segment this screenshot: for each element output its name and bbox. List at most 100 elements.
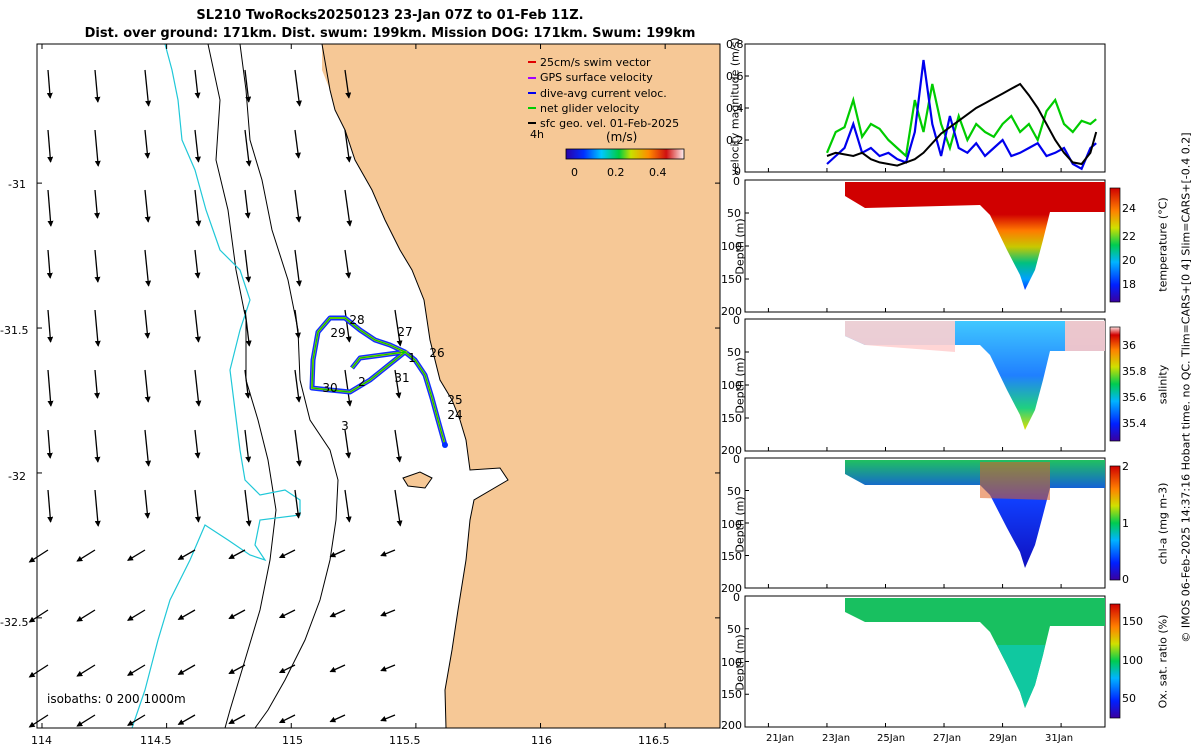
chl-ytick-2: 100 [721, 518, 742, 531]
isobath-200m [239, 44, 339, 728]
ox-ylabel: Depth (m) [733, 634, 747, 691]
velocity-series-line [826, 82, 1098, 167]
current-arrow [47, 309, 54, 343]
isobaths-label: isobaths: 0 200 1000m [47, 692, 186, 706]
map-xtick-0: 114 [31, 734, 52, 747]
sal-cbar-tick-0: 35.4 [1122, 417, 1147, 430]
current-arrow [94, 249, 101, 283]
velocity-ylabel: velocity magnitude (m/s) [728, 37, 742, 176]
arrow-scale-label: 4h [530, 128, 544, 141]
salinity-frame [744, 318, 1106, 452]
current-arrow [344, 69, 352, 99]
chl-cbar-label: chl-a (mg m-3) [1156, 482, 1170, 565]
chl-cbar-tick-0: 0 [1122, 573, 1129, 586]
ox-ytick-2: 100 [721, 656, 742, 669]
temp-ytick-3: 150 [721, 273, 742, 286]
temp-cbar-tick-2: 22 [1122, 230, 1136, 243]
current-arrow [94, 369, 101, 399]
current-arrow [329, 714, 346, 723]
oxygen-colorbar [1109, 603, 1121, 719]
sal-ytick-4: 200 [721, 444, 742, 457]
sal-cbar-tick-3: 36 [1122, 339, 1136, 352]
current-arrow [28, 549, 49, 563]
current-arrow [294, 489, 301, 519]
temperature-field [845, 182, 1105, 290]
colorbar-tick-0: 0 [571, 166, 578, 179]
chla-colorbar [1109, 465, 1121, 581]
current-arrow [47, 369, 54, 407]
speed-colorbar [565, 148, 685, 160]
current-arrow [94, 309, 101, 347]
current-arrow [344, 189, 353, 227]
map-xtick-2: 115 [282, 734, 303, 747]
temp-ytick-1: 50 [727, 207, 741, 220]
current-arrow [47, 489, 54, 523]
current-arrow [76, 664, 96, 677]
current-arrow [344, 369, 353, 407]
current-arrow [394, 309, 403, 347]
salinity-colorbar [1109, 326, 1121, 442]
track-day-label: 26 [429, 346, 444, 360]
velocity-series-line [826, 59, 1097, 171]
land-area [322, 44, 720, 728]
current-arrow [244, 489, 252, 527]
current-arrow [380, 714, 396, 722]
current-arrow [194, 309, 201, 343]
current-arrow [329, 609, 346, 618]
current-arrow [194, 429, 201, 459]
temp-cbar-tick-0: 18 [1122, 278, 1136, 291]
ox-ytick-3: 150 [721, 688, 742, 701]
time-tick-1: 23Jan [822, 733, 851, 744]
track-day-label: 24 [447, 408, 462, 422]
current-arrow [177, 664, 196, 675]
current-arrow [194, 189, 202, 227]
current-arrow [344, 489, 352, 523]
current-arrow [278, 714, 296, 724]
current-arrow [294, 309, 301, 339]
current-arrow [194, 249, 201, 279]
current-arrow [244, 309, 252, 347]
current-arrow [94, 129, 101, 167]
current-arrow [144, 309, 151, 339]
sal-cbar-tick-2: 35.8 [1122, 365, 1147, 378]
track-day-label: 28 [349, 313, 364, 327]
map-xtick-3: 115.5 [389, 734, 421, 747]
current-arrow [177, 714, 196, 725]
island [402, 471, 433, 489]
current-arrow [177, 549, 196, 560]
section-panels [744, 43, 1121, 728]
vel-ytick-2: 0.4 [726, 102, 744, 115]
current-arrow [244, 249, 252, 283]
map-ytick-3: -32.5 [0, 616, 29, 629]
sal-ytick-0: 0 [733, 314, 740, 327]
current-arrow [344, 429, 352, 459]
temp-cbar-tick-3: 24 [1122, 202, 1136, 215]
salinity-high-patch-east [1065, 321, 1105, 351]
current-arrow [194, 69, 201, 99]
current-arrow [47, 189, 54, 227]
current-arrow [294, 129, 301, 159]
ox-ytick-4: 200 [721, 719, 742, 732]
current-arrow [144, 129, 151, 159]
track-day-label: 29 [330, 326, 345, 340]
sal-ytick-2: 100 [721, 379, 742, 392]
legend-item-swim: 25cm/s swim vector [540, 56, 651, 69]
current-arrow [46, 249, 53, 279]
current-arrow [46, 429, 53, 459]
track-day-label: 25 [447, 393, 462, 407]
time-tick-4: 29Jan [989, 733, 1018, 744]
oxygen-section-plot [744, 595, 1121, 728]
legend-item-dac: dive-avg current veloc. [540, 86, 667, 100]
sal-ytick-3: 150 [721, 412, 742, 425]
current-arrow [294, 189, 302, 223]
chl-cbar-tick-2: 2 [1122, 460, 1129, 473]
current-arrow [194, 369, 202, 407]
ox-cbar-tick-2: 150 [1122, 615, 1143, 628]
velocity-ticks [745, 43, 749, 173]
track-day-label: 31 [394, 371, 409, 385]
current-arrow [294, 69, 302, 107]
current-arrow [244, 189, 251, 219]
legend-item-net: net glider velocity [540, 101, 640, 115]
current-arrow [394, 429, 402, 463]
